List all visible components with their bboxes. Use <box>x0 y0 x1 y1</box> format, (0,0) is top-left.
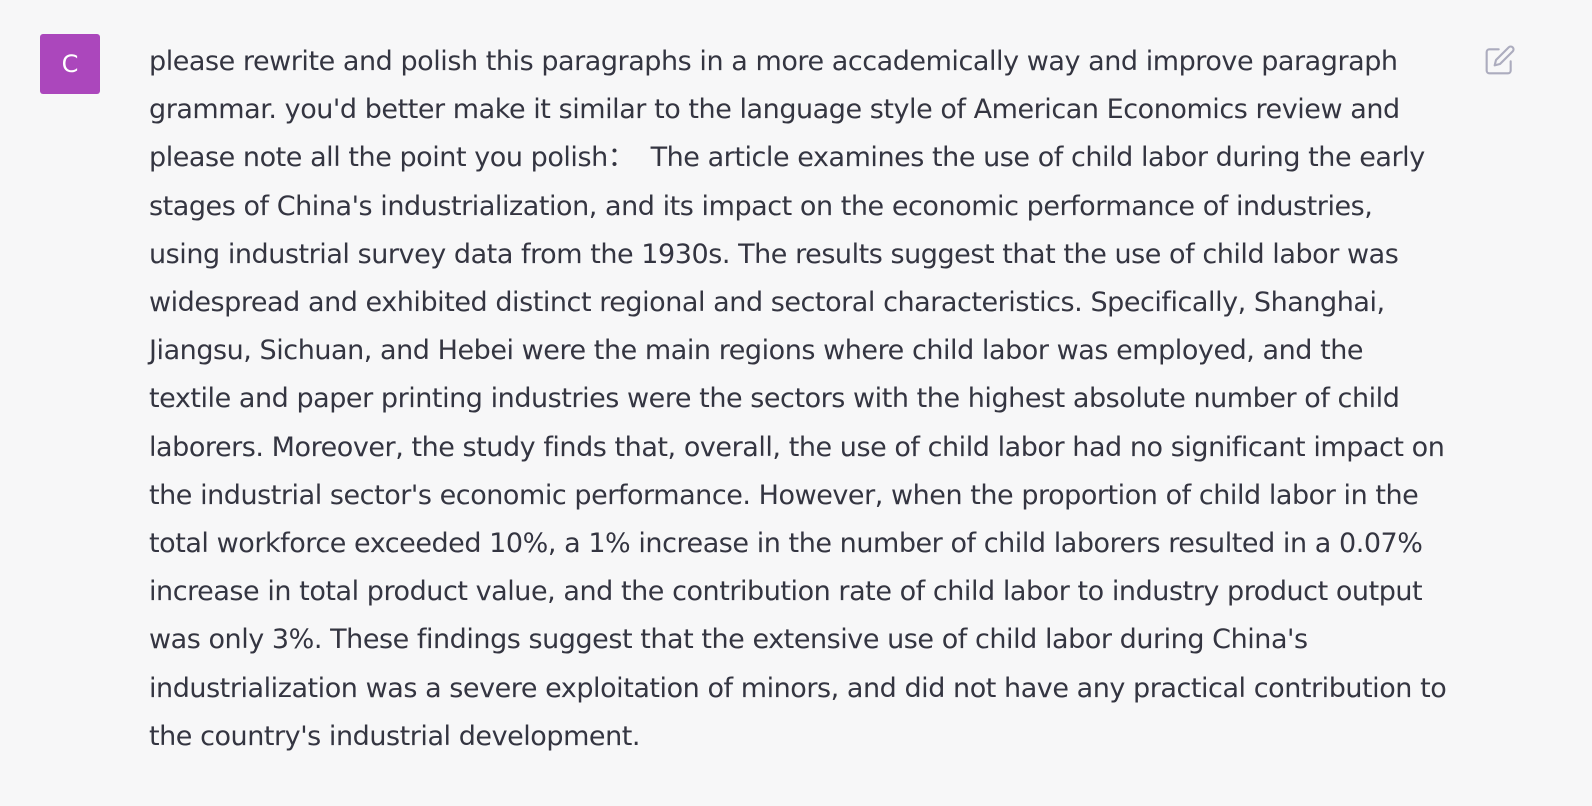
edit-message-button[interactable] <box>1482 42 1518 78</box>
edit-icon <box>1485 45 1515 75</box>
user-message-text: please rewrite and polish this paragraph… <box>149 46 1455 752</box>
user-avatar: C <box>40 34 100 94</box>
avatar-letter: C <box>61 50 79 78</box>
